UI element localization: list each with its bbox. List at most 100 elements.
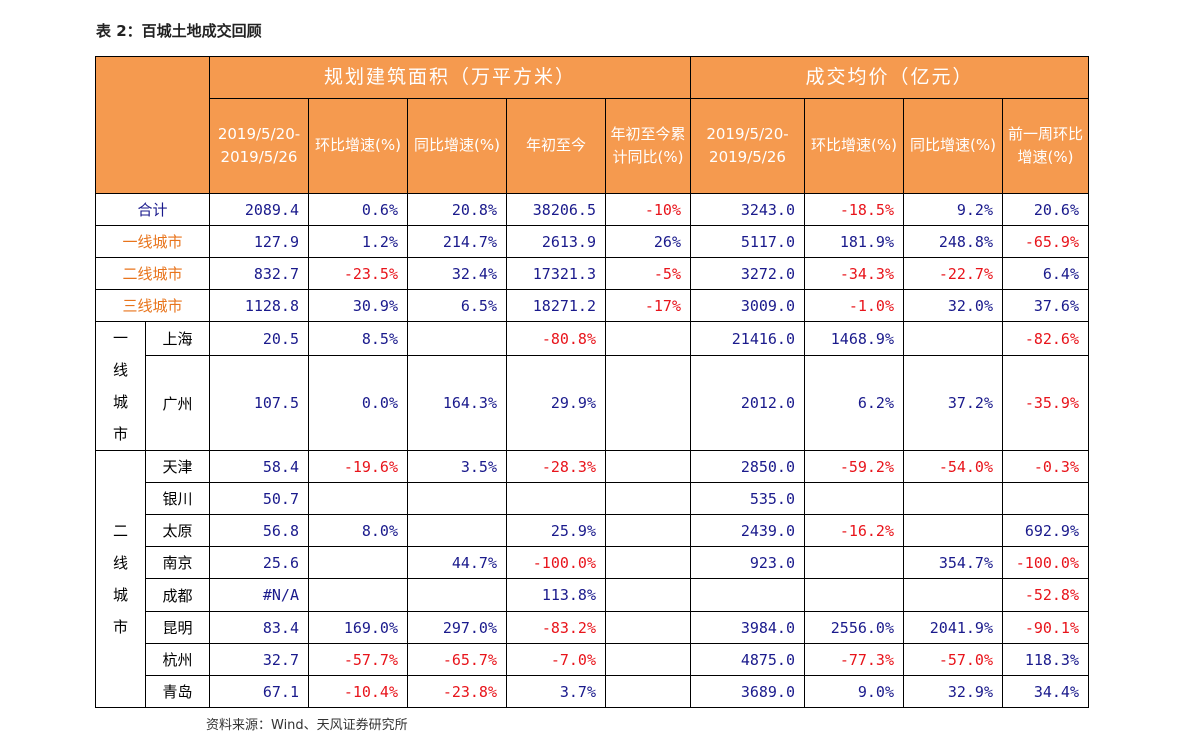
value-cell: -17% [605,289,691,322]
city-name: 天津 [145,450,210,483]
value-cell: 6.5% [407,289,507,322]
value-cell: -22.7% [903,257,1003,290]
value-cell: -18.5% [804,193,904,226]
value-cell [308,546,408,579]
value-cell: 8.5% [308,320,408,357]
header-corner [95,56,210,194]
value-cell [605,450,691,483]
value-cell: 923.0 [690,546,805,579]
value-cell: 32.0% [903,289,1003,322]
value-cell [308,482,408,515]
value-cell: 32.4% [407,257,507,290]
value-cell: 17321.3 [506,257,606,290]
value-cell: 354.7% [903,546,1003,579]
value-cell: 3272.0 [690,257,805,290]
value-cell: 2439.0 [690,514,805,547]
value-cell: 3009.0 [690,289,805,322]
value-cell: 30.9% [308,289,408,322]
city-name: 太原 [145,514,210,547]
city-name: 上海 [145,320,210,357]
table-row: 南京 25.6 44.7% -100.0% 923.0 354.7% -100.0% [96,546,1089,579]
value-cell: 67.1 [209,675,309,708]
value-cell: 6.4% [1002,257,1089,290]
city-name: 杭州 [145,643,210,676]
value-cell: 38206.5 [506,193,606,226]
value-cell: 32.9% [903,675,1003,708]
value-cell: 107.5 [209,355,309,451]
value-cell [605,546,691,579]
value-cell: 20.6% [1002,193,1089,226]
value-cell: 20.8% [407,193,507,226]
value-cell: 692.9% [1002,514,1089,547]
value-cell: 535.0 [690,482,805,515]
value-cell: 181.9% [804,225,904,258]
header-price-week: 2019/5/20-2019/5/26 [690,98,805,194]
value-cell: 50.7 [209,482,309,515]
table-row: 成都 #N/A 113.8% -52.8% [96,578,1089,612]
value-cell: -5% [605,257,691,290]
value-cell: 56.8 [209,514,309,547]
city-name: 广州 [145,355,210,451]
value-cell [1002,482,1089,515]
value-cell [605,355,691,451]
summary-label: 二线城市 [95,257,210,290]
value-cell: 2556.0% [804,611,904,644]
value-cell: #N/A [209,578,309,612]
table-row: 杭州 32.7 -57.7% -65.7% -7.0% 4875.0 -77.3% -57.0… [96,643,1089,676]
value-cell [605,320,691,357]
value-cell [407,320,507,357]
value-cell: -77.3% [804,643,904,676]
value-cell: 832.7 [209,257,309,290]
value-cell [407,514,507,547]
value-cell: 25.9% [506,514,606,547]
value-cell: -54.0% [903,450,1003,483]
value-cell: -1.0% [804,289,904,322]
value-cell [407,578,507,612]
city-name: 青岛 [145,675,210,708]
group-label: 二线城市 [95,450,146,708]
value-cell: -28.3% [506,450,606,483]
table-row: 银川 50.7 535.0 [96,482,1089,515]
header-area-ytd-yoy: 年初至今累计同比(%) [605,98,691,194]
value-cell: 2613.9 [506,225,606,258]
table-row: 二线城市天津 58.4 -19.6% 3.5% -28.3% 2850.0 -59.2% -5… [95,450,1089,708]
value-cell: -57.0% [903,643,1003,676]
value-cell: 32.7 [209,643,309,676]
value-cell: 169.0% [308,611,408,644]
value-cell [804,546,904,579]
header-area-week: 2019/5/20-2019/5/26 [209,98,309,194]
table-row: 昆明 83.4 169.0% 297.0% -83.2% 3984.0 2556.0% 204… [96,611,1089,644]
value-cell: 9.0% [804,675,904,708]
land-transaction-table: 规划建筑面积（万平方米） 成交均价（亿元） 2019/5/20-2019/5/2… [95,56,1089,708]
value-cell [506,482,606,515]
value-cell: 26% [605,225,691,258]
table-row: 一线城市上海 20.5 8.5% -80.8% 21416.0 1468.9% -82.6% [95,320,1089,451]
value-cell: 3689.0 [690,675,805,708]
value-cell: -23.8% [407,675,507,708]
summary-row: 二线城市 832.7 -23.5% 32.4% 17321.3 -5% 3272.0 -34.… [95,257,1089,290]
table-title: 表 2：百城土地成交回顾 [96,22,262,40]
value-cell: -35.9% [1002,355,1089,451]
summary-label: 三线城市 [95,289,210,322]
table-row: 广州 107.5 0.0% 164.3% 29.9% 2012.0 6.2% 37.2% -35… [96,355,1089,451]
value-cell: 58.4 [209,450,309,483]
value-cell: -100.0% [1002,546,1089,579]
value-cell [605,643,691,676]
value-cell: 9.2% [903,193,1003,226]
value-cell [605,578,691,612]
value-cell: 3984.0 [690,611,805,644]
value-cell: -65.9% [1002,225,1089,258]
value-cell: 20.5 [209,320,309,357]
table-row: 太原 56.8 8.0% 25.9% 2439.0 -16.2% 692.9% [96,514,1089,547]
summary-row: 三线城市 1128.8 30.9% 6.5% 18271.2 -17% 3009.0 -1.0… [95,289,1089,322]
value-cell [605,611,691,644]
header-area-mom: 环比增速(%) [308,98,408,194]
value-cell: 83.4 [209,611,309,644]
city-name: 南京 [145,546,210,579]
summary-label: 合计 [95,193,210,226]
header-price-mom: 环比增速(%) [804,98,904,194]
value-cell: -23.5% [308,257,408,290]
summary-row: 一线城市 127.9 1.2% 214.7% 2613.9 26% 5117.0 181.9%… [95,225,1089,258]
source-note: 资料来源：Wind、天风证券研究所 [206,718,408,733]
value-cell [605,675,691,708]
